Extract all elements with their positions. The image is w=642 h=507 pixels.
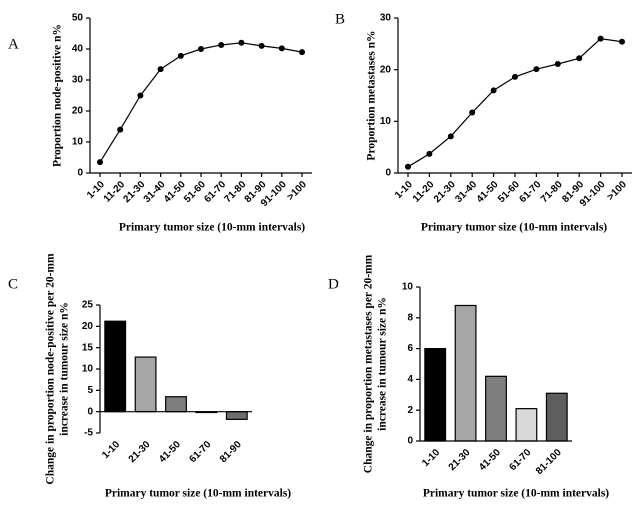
y-axis-label: Proportion metastases n% xyxy=(366,30,378,160)
point xyxy=(157,66,164,73)
bar xyxy=(515,408,538,442)
point xyxy=(533,66,540,73)
x-tick-label: 51-60 xyxy=(182,179,208,205)
point xyxy=(426,150,433,157)
x-tick-label: 41-50 xyxy=(157,439,183,465)
y-tick-label: 6 xyxy=(407,343,413,354)
x-tick-label: 81-90 xyxy=(218,439,244,465)
point xyxy=(512,73,518,80)
x-tick-label: 1-10 xyxy=(420,447,442,469)
point xyxy=(97,159,103,166)
point xyxy=(218,41,225,48)
y-tick-label: 50 xyxy=(72,13,84,24)
x-axis-label: Primary tumor size (10-mm intervals) xyxy=(421,222,607,234)
x-tick-label: 41-50 xyxy=(477,447,503,473)
x-tick-label: 61-70 xyxy=(202,179,228,205)
y-tick-label: 20 xyxy=(72,106,84,117)
bar xyxy=(485,375,507,442)
line xyxy=(99,42,303,163)
bar xyxy=(134,356,157,413)
line xyxy=(407,38,623,168)
y-tick-label: 30 xyxy=(72,75,84,86)
point xyxy=(619,38,625,45)
x-tick-label: 81-100 xyxy=(534,447,564,477)
panel-letter: B xyxy=(335,11,345,27)
bar xyxy=(424,348,447,442)
y-tick-label: 2 xyxy=(407,405,413,416)
x-tick-label: 41-50 xyxy=(475,179,501,205)
y-axis-label: increase in tumour size n% xyxy=(377,297,389,431)
y-axis-label: Proportion node-positive n% xyxy=(52,24,64,167)
x-tick-label: >100 xyxy=(605,179,629,203)
y-tick-label: 0 xyxy=(407,436,413,447)
y-tick-label: 15 xyxy=(82,342,94,353)
bar xyxy=(225,411,248,420)
y-axis-label: increase in tumour size n% xyxy=(59,302,71,436)
panel-letter: D xyxy=(328,276,339,292)
x-tick-label: 31-40 xyxy=(142,179,168,205)
point xyxy=(177,52,184,59)
y-axis-label: Change in proportion metastases per 20-m… xyxy=(363,254,375,473)
x-tick-label: 11-20 xyxy=(411,179,437,205)
point xyxy=(278,45,285,52)
x-tick-label: 61-70 xyxy=(508,447,534,473)
y-tick-label: 40 xyxy=(72,44,84,55)
point xyxy=(469,109,476,116)
bar xyxy=(454,304,477,442)
y-tick-label: -5 xyxy=(84,428,93,439)
point xyxy=(117,126,124,133)
point xyxy=(299,49,305,56)
y-tick-label: 5 xyxy=(87,385,93,396)
x-tick-label: 21-30 xyxy=(447,447,473,473)
y-tick-label: 10 xyxy=(72,137,84,148)
x-tick-label: 11-20 xyxy=(102,179,128,205)
x-axis-label: Primary tumor size (10-mm intervals) xyxy=(105,488,291,500)
x-tick-label: >100 xyxy=(285,179,309,203)
bar xyxy=(165,396,187,413)
x-tick-label: 21-30 xyxy=(432,179,458,205)
panel-letter: A xyxy=(8,36,19,52)
point xyxy=(490,87,497,94)
y-tick-label: 10 xyxy=(402,282,414,293)
point xyxy=(597,35,604,42)
y-tick-label: 4 xyxy=(407,374,413,385)
bar xyxy=(104,320,127,413)
point xyxy=(258,42,265,49)
point xyxy=(447,133,454,140)
y-tick-label: 10 xyxy=(82,364,94,375)
panel-letter: C xyxy=(8,276,18,292)
y-axis-label: Change in proportion node-positive per 2… xyxy=(45,253,57,485)
point xyxy=(137,92,144,99)
point xyxy=(405,163,411,170)
point xyxy=(554,60,561,67)
x-axis-label: Primary tumor size (10-mm intervals) xyxy=(119,222,305,234)
y-tick-label: 0 xyxy=(385,168,391,179)
x-tick-label: 31-40 xyxy=(453,179,479,205)
x-tick-label: 61-70 xyxy=(188,439,214,465)
x-tick-label: 41-50 xyxy=(162,179,188,205)
point xyxy=(576,55,583,62)
x-tick-label: 61-70 xyxy=(518,179,544,205)
x-tick-label: 51-60 xyxy=(496,179,522,205)
y-tick-label: 8 xyxy=(407,312,413,323)
x-tick-label: 1-10 xyxy=(100,439,122,461)
x-tick-label: 71-80 xyxy=(223,179,249,205)
y-tick-label: 20 xyxy=(82,321,94,332)
x-tick-label: 21-30 xyxy=(127,439,153,465)
y-tick-label: 20 xyxy=(380,64,392,75)
y-tick-label: 0 xyxy=(87,406,93,417)
point xyxy=(198,46,204,52)
y-tick-label: 0 xyxy=(77,168,83,179)
x-tick-label: 21-30 xyxy=(122,179,148,205)
y-tick-label: 30 xyxy=(380,13,392,24)
point xyxy=(238,39,245,46)
y-tick-label: 10 xyxy=(380,116,392,127)
x-axis-label: Primary tumor size (10-mm intervals) xyxy=(423,488,609,500)
y-tick-label: 25 xyxy=(82,300,94,311)
x-tick-label: 71-80 xyxy=(539,179,565,205)
bar xyxy=(545,392,568,442)
